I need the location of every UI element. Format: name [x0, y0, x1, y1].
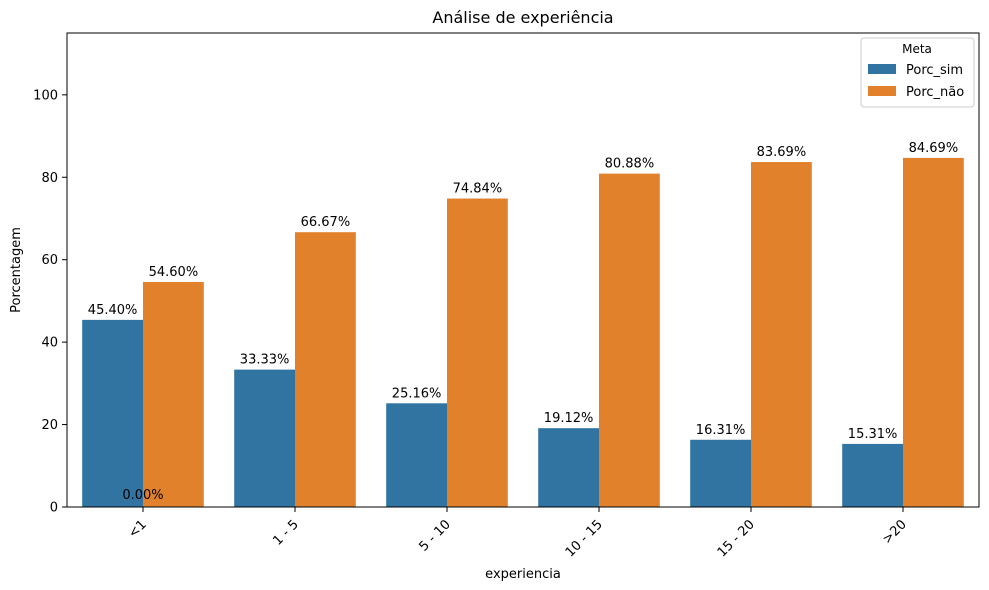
bar-porc-sim-15-20-4 — [690, 439, 751, 507]
data-label-porc-n-o-3: 80.88% — [605, 157, 655, 172]
bar-porc-n-o-5-10-2 — [447, 198, 508, 507]
data-label-porc-sim-4: 16.31% — [696, 423, 746, 438]
axes-frame — [66, 32, 980, 508]
data-label-porc-sim-1: 33.33% — [240, 353, 290, 368]
bar-porc-sim-20-5 — [842, 443, 903, 507]
plot-area — [82, 157, 964, 508]
data-label-porc-n-o-4: 83.69% — [757, 145, 807, 160]
legend-swatch-porc-sim — [868, 64, 896, 74]
y-axis-label: Porcentagem — [9, 227, 24, 313]
data-label-porc-sim-3: 19.12% — [544, 411, 594, 426]
legend-entry-porc-sim: Porc_sim — [906, 63, 963, 78]
bar-porc-n-o-1-0 — [143, 281, 204, 507]
data-label-porc-sim-2: 25.16% — [392, 386, 442, 401]
y-tick-label: 100 — [33, 88, 58, 103]
legend-title: Meta — [902, 42, 932, 56]
y-tick-label: 60 — [41, 253, 58, 268]
bar-porc-n-o-15-20-4 — [751, 162, 812, 508]
bar-porc-n-o-20-5 — [903, 157, 964, 507]
legend-entry-porc-n-o: Porc_não — [906, 85, 964, 100]
zero-annotation: 0.00% — [122, 488, 163, 503]
data-label-porc-sim-0: 45.40% — [88, 303, 138, 318]
bar-porc-n-o-1-5-1 — [295, 232, 356, 507]
legend-swatch-porc-n-o — [868, 86, 896, 96]
x-tick-label-2: 5 - 10 — [417, 517, 454, 554]
x-tick-label-4: 15 - 20 — [715, 517, 758, 560]
data-label-porc-n-o-1: 66.67% — [301, 215, 351, 230]
data-label-porc-n-o-5: 84.69% — [909, 141, 959, 156]
bar-porc-n-o-10-15-3 — [599, 173, 660, 507]
y-tick-label: 80 — [41, 171, 58, 186]
data-labels: 45.40% 54.60% 33.33% 66.67% 25.16% 74.84% 19.1… — [88, 141, 958, 503]
bar-porc-sim-5-10-2 — [386, 403, 447, 507]
y-tick-label: 20 — [41, 418, 58, 433]
bar-porc-sim-10-15-3 — [538, 428, 599, 507]
data-label-porc-n-o-0: 54.60% — [149, 265, 199, 280]
y-tick-label: 0 — [50, 501, 58, 516]
x-tick-label-5: >20 — [880, 517, 910, 547]
bar-porc-sim-1-5-1 — [234, 369, 295, 507]
data-label-porc-n-o-2: 74.84% — [453, 182, 503, 197]
x-tick-label-0: <1 — [126, 517, 150, 541]
legend: Meta Porc_sim Porc_não — [860, 37, 975, 108]
chart-title: Análise de experiência — [432, 8, 613, 27]
data-label-porc-sim-5: 15.31% — [848, 427, 898, 442]
y-tick-label: 40 — [41, 336, 58, 351]
x-tick-label-1: 1 - 5 — [270, 517, 301, 548]
x-tick-label-3: 10 - 15 — [563, 517, 606, 560]
x-axis-label: experiencia — [485, 567, 561, 582]
bar-porc-sim-1-0 — [82, 319, 143, 507]
